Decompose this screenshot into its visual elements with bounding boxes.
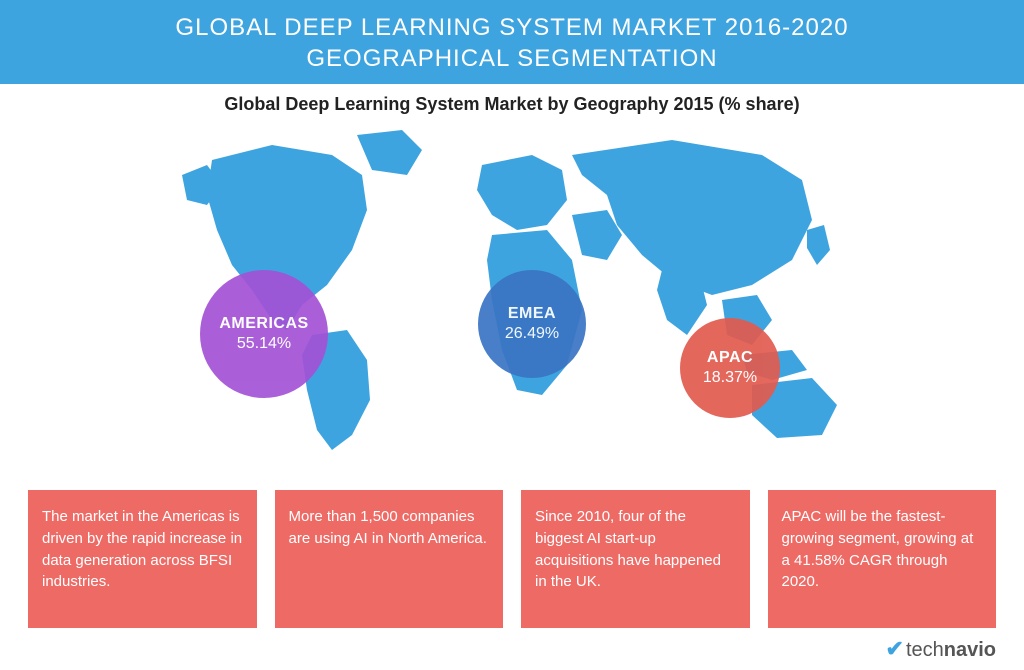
fact-box-3: Since 2010, four of the biggest AI start… [521, 490, 750, 628]
region-bubble-emea: EMEA 26.49% [478, 270, 586, 378]
fact-row: The market in the Americas is driven by … [0, 490, 1024, 628]
region-bubble-americas: AMERICAS 55.14% [200, 270, 328, 398]
map-area: AMERICAS 55.14% EMEA 26.49% APAC 18.37% [0, 120, 1024, 460]
bubble-label: APAC [707, 349, 753, 367]
bubble-value: 18.37% [703, 369, 757, 387]
logo-text-part1: tech [906, 639, 944, 662]
fact-box-4: APAC will be the fastest-growing segment… [768, 490, 997, 628]
fact-box-2: More than 1,500 companies are using AI i… [275, 490, 504, 628]
bubble-value: 26.49% [505, 325, 559, 343]
logo-text-part2: navio [944, 639, 996, 662]
logo: ✔ tech navio [886, 636, 997, 662]
header-banner: GLOBAL DEEP LEARNING SYSTEM MARKET 2016-… [0, 0, 1024, 84]
bubble-label: AMERICAS [219, 315, 308, 333]
region-bubble-apac: APAC 18.37% [680, 318, 780, 418]
logo-mark-icon: ✔ [886, 636, 904, 662]
fact-box-1: The market in the Americas is driven by … [28, 490, 257, 628]
header-line1: GLOBAL DEEP LEARNING SYSTEM MARKET 2016-… [0, 12, 1024, 43]
bubble-label: EMEA [508, 305, 556, 323]
header-line2: GEOGRAPHICAL SEGMENTATION [0, 43, 1024, 74]
bubble-value: 55.14% [237, 335, 291, 353]
subtitle: Global Deep Learning System Market by Ge… [0, 94, 1024, 115]
